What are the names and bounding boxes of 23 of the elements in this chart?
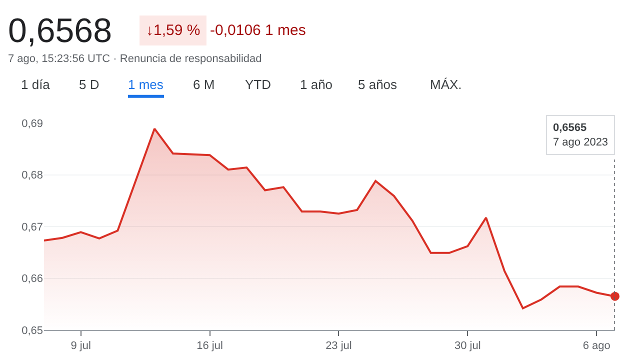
text: 1 mes [128, 77, 164, 92]
chart-subtitle: 7 ago, 15:23:56 UTC · Renuncia de responsabilidad [8, 53, 262, 65]
x-tick-label: 23 jul [326, 340, 352, 352]
annotation: 0,6565 7 ago 2023 [553, 122, 608, 148]
text: 5 años [358, 77, 398, 92]
text: YTD [245, 77, 271, 92]
y-tick-label: 0,65 [22, 324, 43, 337]
x-tick-label: 6 ago [582, 340, 610, 352]
chart-title: 0,6568 [8, 12, 112, 50]
x-tick-label: 30 jul [454, 340, 481, 352]
text: 6 M [193, 77, 215, 92]
text: 1 año [300, 77, 333, 92]
text: -0,0106 1 mes [210, 22, 306, 39]
text: ↓1,59 % [146, 22, 200, 39]
text: 1 día [21, 77, 51, 92]
y-tick-label: 0,68 [22, 170, 43, 182]
y-tick-label: 0,66 [22, 273, 43, 286]
y-tick-label: 0,67 [22, 221, 43, 234]
text: MÁX. [430, 77, 462, 92]
x-tick-label: 16 jul [196, 340, 223, 352]
x-tick-label: 9 jul [70, 340, 91, 352]
text: 5 D [79, 77, 100, 92]
y-tick-label: 0,69 [22, 118, 43, 130]
